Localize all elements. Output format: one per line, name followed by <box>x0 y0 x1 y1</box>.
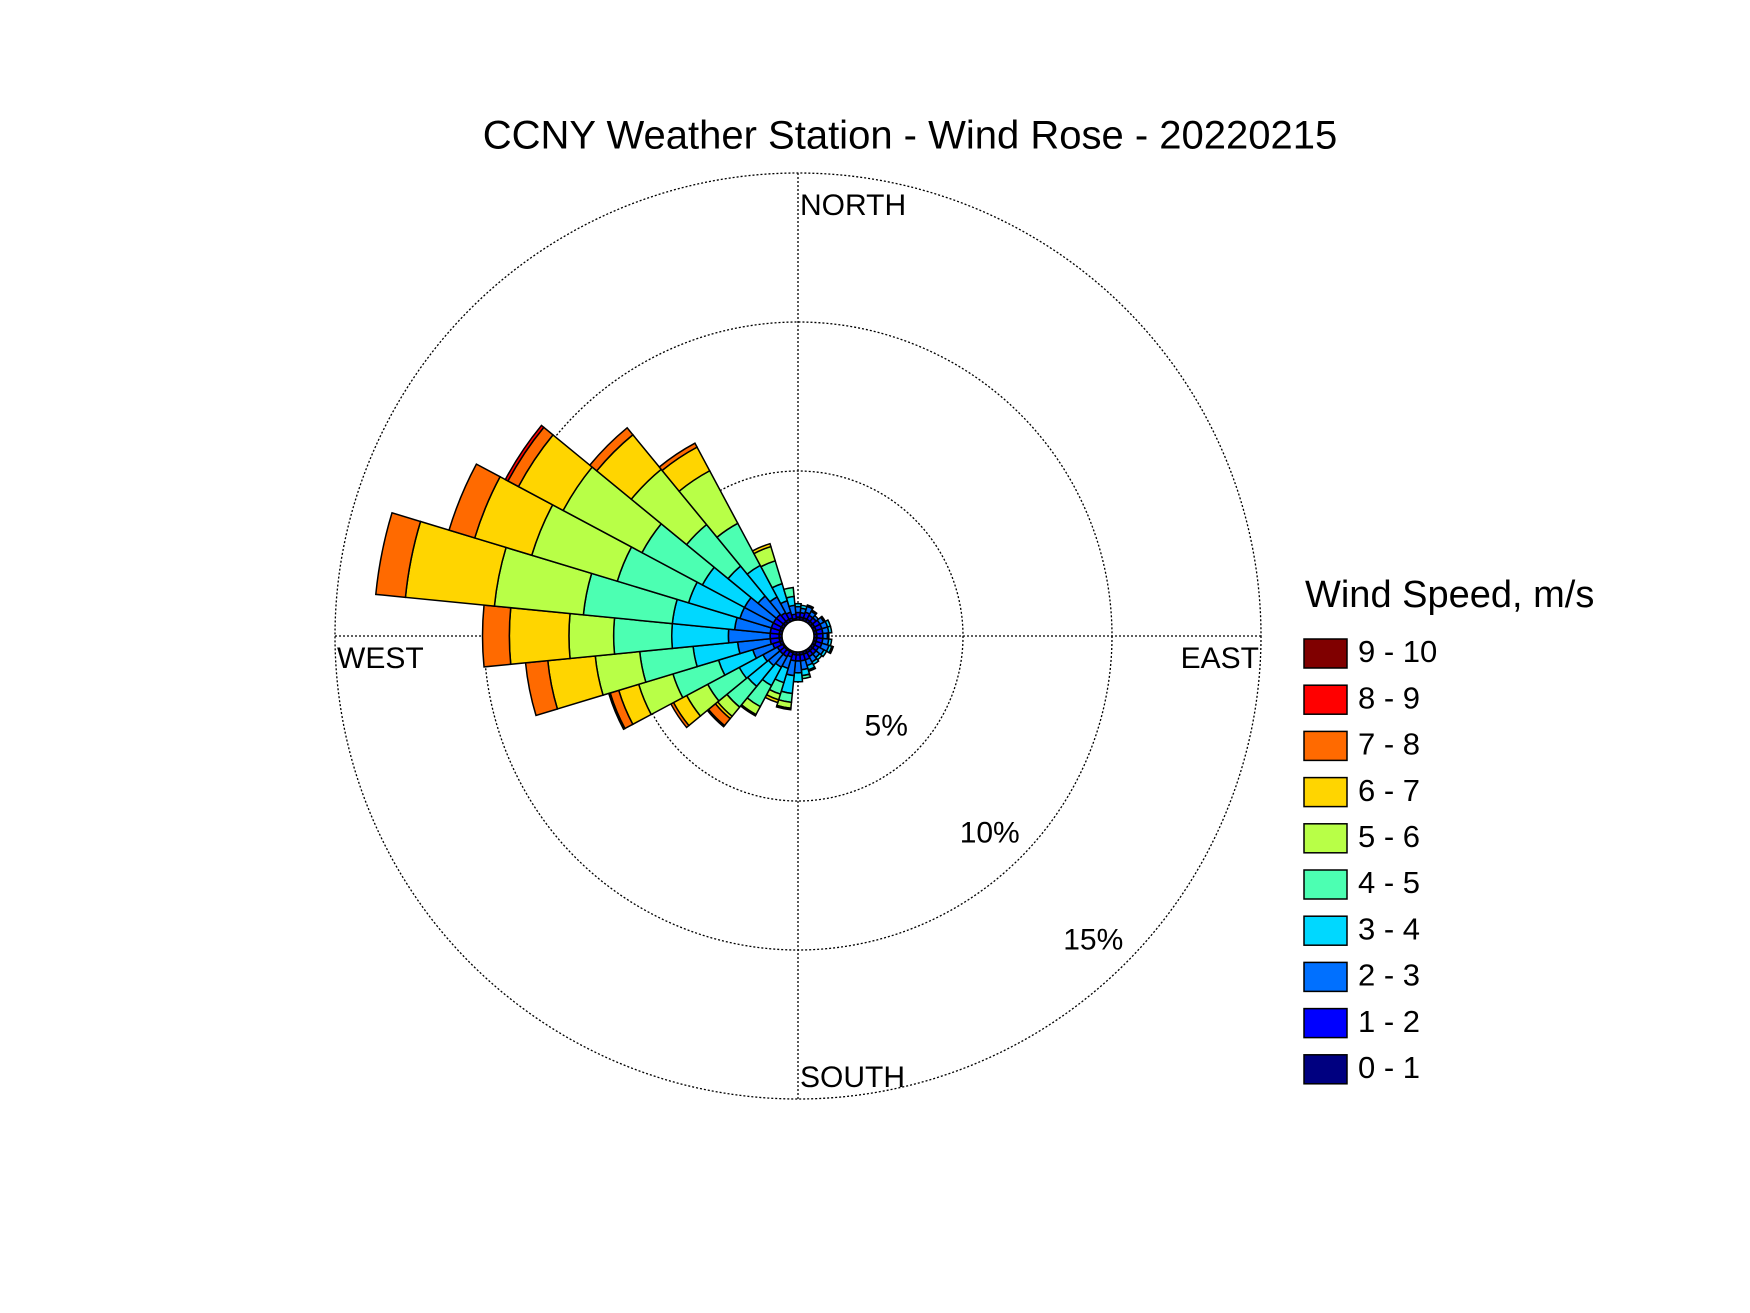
legend-swatch <box>1303 1054 1348 1085</box>
wind-segment <box>810 609 818 616</box>
legend-title: Wind Speed, m/s <box>1305 574 1594 616</box>
legend-swatch <box>1303 730 1348 762</box>
wind-segment <box>819 648 828 658</box>
wind-segment <box>801 673 812 680</box>
legend-label: 4 - 5 <box>1358 865 1420 900</box>
legend-swatch <box>1303 638 1348 669</box>
legend-label: 6 - 7 <box>1358 773 1420 808</box>
legend-swatch <box>1303 823 1348 854</box>
direction-label: NORTH <box>800 189 906 222</box>
r-tick-label: 5% <box>865 709 908 742</box>
wind-segment <box>546 655 604 710</box>
direction-label: WEST <box>337 642 424 675</box>
legend-label: 8 - 9 <box>1358 680 1420 715</box>
wind-segment <box>374 511 422 599</box>
wind-segment <box>481 604 512 668</box>
legend-swatch <box>1303 684 1348 715</box>
legend-swatch <box>1303 869 1348 900</box>
center-hole <box>781 619 815 653</box>
wind-segment <box>806 604 815 610</box>
legend-swatch <box>1303 915 1348 946</box>
wind-segment <box>568 612 616 660</box>
wind-segment <box>826 625 833 634</box>
legend-swatch <box>1303 1007 1348 1039</box>
grid-ring <box>632 470 964 802</box>
legend-label: 0 - 1 <box>1358 1050 1420 1085</box>
grid-ring <box>334 172 1262 1100</box>
legend-label: 1 - 2 <box>1358 1004 1420 1039</box>
wind-segment <box>775 704 792 711</box>
wind-segment <box>782 586 795 599</box>
r-tick-label: 15% <box>1063 924 1123 957</box>
legend-label: 2 - 3 <box>1358 958 1420 993</box>
wind-segment <box>826 632 830 640</box>
direction-label: EAST <box>1181 642 1259 675</box>
legend-swatch <box>1303 961 1348 993</box>
r-tick-label: 10% <box>960 816 1020 849</box>
legend-swatch <box>1303 776 1348 808</box>
direction-label: SOUTH <box>800 1061 905 1094</box>
wind-segment <box>448 463 502 539</box>
legend-label: 7 - 8 <box>1358 727 1420 762</box>
legend-label: 9 - 10 <box>1358 634 1437 669</box>
wind-segment <box>828 645 835 655</box>
grid-ring <box>483 321 1113 951</box>
legend-label: 3 - 4 <box>1358 911 1420 946</box>
legend-label: 5 - 6 <box>1358 819 1420 854</box>
wind-segment <box>588 426 634 472</box>
wind-segment <box>508 606 571 666</box>
wind-segment <box>658 442 699 472</box>
chart-title: CCNY Weather Station - Wind Rose - 20220… <box>483 114 1338 158</box>
wind-segment <box>751 542 772 555</box>
